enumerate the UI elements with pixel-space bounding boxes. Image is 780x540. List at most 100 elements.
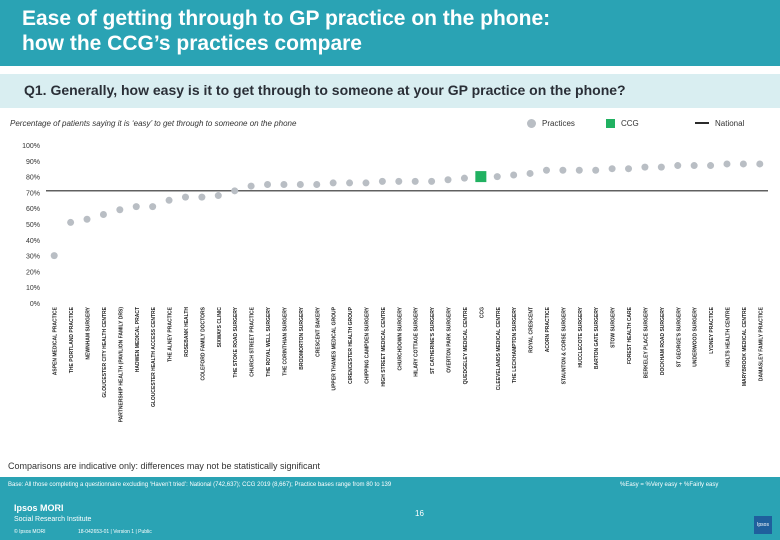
national-line-icon [695, 122, 709, 124]
brand-name: Ipsos MORI [14, 503, 64, 513]
scatter-chart: 0% 10% 20% 30% 40% 50% 60% 70% 80% 90% 100% ASPEN M… [22, 143, 768, 423]
practice-point [444, 176, 452, 184]
x-category-label: CCG [479, 307, 485, 318]
practice-point [657, 163, 665, 171]
practice-point [280, 181, 288, 188]
x-category-label: NEWNHAM SURGERY [86, 306, 92, 359]
x-category-label: STAUNTON & CORSE SURGERY [561, 306, 567, 384]
x-category-label: HADWEN MEDICAL PRACT [135, 307, 141, 372]
x-category-label: DAMASLEY FAMILY PRACTICE [758, 306, 764, 381]
ipsos-logo-icon: Ipsos [754, 516, 772, 534]
x-category-label: CHIPPING CAMPDEN SURGERY [364, 306, 370, 383]
x-category-label: STOW SURGERY [611, 306, 617, 348]
y-tick-label: 0% [30, 301, 40, 308]
x-category-label: UNDERWOOD SURGERY [693, 306, 699, 366]
x-category-label: ST GEORGE'S SURGERY [676, 306, 682, 367]
x-category-label: HIGH STREET MEDICAL CENTRE [381, 306, 387, 386]
practice-point [625, 165, 633, 173]
x-category-label: BERKELEY PLACE SURGERY [643, 306, 649, 378]
y-tick-label: 80% [26, 175, 40, 182]
practice-point [67, 218, 75, 226]
page-title: Ease of getting through to GP practice o… [22, 6, 722, 56]
practice-point [592, 166, 600, 174]
legend-national: National [695, 117, 744, 129]
y-tick-label: 70% [26, 190, 40, 197]
practice-point [296, 181, 304, 188]
practice-point [362, 179, 370, 187]
practice-point [149, 203, 157, 211]
footer-bar [0, 477, 780, 540]
x-category-label: BRODMORTON SURGERY [299, 306, 305, 369]
practice-point [575, 166, 583, 174]
x-category-label: SIXWAYS CLINIC [217, 307, 223, 348]
x-category-label: THE CORINTHIAN SURGERY [282, 306, 288, 375]
header-bar: Ease of getting through to GP practice o… [0, 0, 780, 66]
x-category-label: QUEDGELEY MEDICAL CENTRE [463, 306, 469, 384]
x-category-label: CHURCH STREET PRACTICE [250, 306, 256, 376]
y-tick-label: 30% [26, 254, 40, 261]
legend-national-label: National [715, 118, 745, 128]
x-category-label: DOCKHAM ROAD SURGERY [660, 306, 666, 375]
practice-point [690, 162, 698, 170]
comparison-footnote: Comparisons are indicative only: differe… [8, 461, 320, 471]
x-category-label: FOREST HEALTH CARE [627, 306, 633, 364]
copyright: © Ipsos MORI [14, 529, 46, 535]
question-bar [0, 74, 780, 108]
x-category-label: ACORN PRACTICE [545, 306, 551, 352]
ccg-point [475, 171, 487, 183]
practice-point [132, 203, 140, 211]
practice-point [460, 174, 468, 182]
practice-point [247, 182, 255, 190]
x-category-label: THE ALNEY PRACTICE [168, 306, 174, 362]
x-category-label: CHURCHDOWN SURGERY [397, 306, 403, 370]
brand-logo-text: Ipsos MORI Social Research Institute [14, 503, 91, 525]
x-category-label: MARYBROOK MEDICAL CENTRE [742, 306, 748, 386]
practice-point [559, 166, 567, 174]
practice-point [510, 171, 518, 179]
practice-point [493, 173, 501, 181]
title-line-1: Ease of getting through to GP practice o… [22, 7, 551, 30]
x-category-label: CLEEVELANDS MEDICAL CENTRE [496, 306, 502, 390]
practice-point [723, 160, 731, 168]
ccg-square-icon [606, 118, 615, 128]
x-category-label: ROYAL CRESCENT [529, 307, 535, 353]
practice-dot-icon [527, 118, 536, 128]
y-tick-label: 60% [26, 206, 40, 213]
x-category-label: THE ROYAL WELL SURGERY [266, 306, 272, 376]
practice-point [641, 163, 649, 171]
y-tick-label: 40% [26, 238, 40, 245]
x-category-label: HILARY COTTAGE SURGERY [414, 306, 420, 376]
x-category-label: CIRENCESTER HEALTH GROUP [348, 306, 354, 384]
practice-point [346, 179, 354, 187]
practice-point [378, 177, 386, 185]
practice-point [83, 215, 91, 223]
chart-subtitle: Percentage of patients saying it is ‘eas… [10, 119, 297, 128]
legend-ccg-label: CCG [621, 118, 639, 128]
x-category-label: THE PORTLAND PRACTICE [69, 306, 75, 373]
practice-point [674, 162, 682, 170]
x-category-label: THE STOKE ROAD SURGERY [233, 306, 239, 377]
y-tick-label: 100% [22, 143, 40, 150]
practice-point [329, 179, 337, 187]
practice-point [264, 181, 272, 188]
y-tick-label: 20% [26, 269, 40, 276]
practice-point [707, 162, 715, 170]
practice-point [181, 193, 189, 201]
y-tick-label: 50% [26, 222, 40, 229]
brand-subtitle: Social Research Institute [14, 516, 92, 523]
x-category-label: LYDNEY PRACTICE [709, 306, 715, 353]
practice-point [50, 252, 58, 260]
practice-point [526, 169, 534, 177]
x-category-label: OVERTON PARK SURGERY [447, 306, 453, 372]
x-category-label: PARTNERSHIP HEALTH (PAVILION FAMILY DRS) [118, 307, 124, 423]
x-category-label: THE LECKHAMPTON SURGERY [512, 306, 518, 383]
page-number: 16 [415, 509, 424, 518]
y-tick-label: 10% [26, 285, 40, 292]
practice-point [99, 211, 107, 219]
practice-point [198, 193, 206, 201]
x-category-label: UPPER THAMES MEDICAL GROUP [332, 306, 338, 390]
legend-practices: Practices [527, 117, 575, 129]
x-category-label: CRESCENT BAKERY [315, 306, 321, 356]
legend-practices-label: Practices [542, 118, 575, 128]
practice-point [739, 160, 747, 168]
